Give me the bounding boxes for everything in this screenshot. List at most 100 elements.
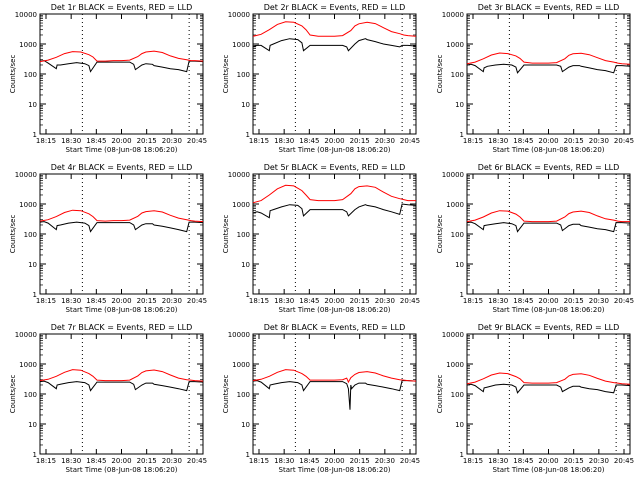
- x-axis-label: Start Time (08-Jun-08 18:06:20): [66, 146, 178, 154]
- series-line-lld: [466, 372, 631, 385]
- series-line-lld: [466, 52, 631, 65]
- y-tick-label: 10000: [228, 171, 250, 179]
- panel-title: Det 4r BLACK = Events, RED = LLD: [51, 163, 193, 172]
- x-axis-label: Start Time (08-Jun-08 18:06:20): [493, 146, 605, 154]
- x-tick-label: 18:30: [61, 297, 81, 305]
- panel-det-4: Det 4r BLACK = Events, RED = LLD 1 10 100 10…: [9, 163, 207, 314]
- x-tick-label: 20:45: [187, 457, 207, 465]
- x-tick-label: 20:30: [375, 137, 395, 145]
- x-axis-label: Start Time (08-Jun-08 18:06:20): [493, 466, 605, 474]
- y-axis-label: Counts/sec: [436, 375, 444, 414]
- x-tick-label: 18:15: [36, 297, 56, 305]
- y-tick-label: 1: [246, 291, 250, 299]
- y-tick-label: 10: [241, 421, 250, 429]
- x-tick-label: 20:30: [375, 457, 395, 465]
- y-axis-label: Counts/sec: [222, 375, 230, 414]
- x-tick-label: 18:30: [488, 137, 508, 145]
- x-tick-label: 20:00: [538, 297, 558, 305]
- series-line-lld: [252, 369, 417, 384]
- y-tick-label: 100: [451, 231, 464, 239]
- plot-frame: [252, 333, 417, 455]
- panel-det-5: Det 5r BLACK = Events, RED = LLD 1 10 100 10…: [222, 163, 420, 314]
- y-axis-label: Counts/sec: [222, 215, 230, 254]
- series-line-events: [39, 221, 204, 233]
- x-tick-label: 18:45: [299, 297, 319, 305]
- y-tick-label: 10: [28, 101, 37, 109]
- y-tick-label: 10: [455, 261, 464, 269]
- x-tick-label: 20:00: [538, 137, 558, 145]
- x-tick-label: 18:15: [463, 297, 483, 305]
- y-tick-label: 10: [241, 101, 250, 109]
- x-tick-label: 20:45: [187, 137, 207, 145]
- panel-det-7: Det 7r BLACK = Events, RED = LLD 1 10 100 10…: [9, 323, 207, 474]
- panel-title: Det 5r BLACK = Events, RED = LLD: [264, 163, 406, 172]
- series-line-lld: [466, 210, 630, 223]
- y-tick-label: 100: [237, 71, 250, 79]
- series-line-events: [252, 38, 417, 52]
- x-tick-label: 18:45: [299, 457, 319, 465]
- y-tick-label: 1000: [446, 201, 464, 209]
- x-tick-label: 20:30: [589, 297, 609, 305]
- x-tick-label: 20:45: [400, 137, 420, 145]
- y-axis-label: Counts/sec: [9, 375, 17, 414]
- plot-frame: [39, 13, 204, 135]
- x-tick-label: 20:45: [614, 297, 634, 305]
- y-tick-label: 10000: [15, 331, 37, 339]
- series-line-events: [39, 380, 204, 392]
- x-tick-label: 20:15: [137, 137, 157, 145]
- x-tick-label: 18:15: [249, 137, 269, 145]
- x-tick-label: 20:30: [589, 137, 609, 145]
- y-tick-label: 1000: [232, 361, 250, 369]
- series-line-events: [466, 221, 631, 233]
- y-axis-label: Counts/sec: [9, 215, 17, 254]
- y-tick-label: 10000: [15, 11, 37, 19]
- panel-title: Det 2r BLACK = Events, RED = LLD: [264, 3, 406, 12]
- x-tick-label: 18:30: [61, 457, 81, 465]
- x-tick-label: 18:15: [463, 457, 483, 465]
- series-line-events: [466, 63, 631, 74]
- y-tick-label: 100: [24, 71, 37, 79]
- x-axis-label: Start Time (08-Jun-08 18:06:20): [66, 306, 178, 314]
- y-tick-label: 1: [460, 451, 464, 459]
- x-tick-label: 18:15: [463, 137, 483, 145]
- x-tick-label: 20:45: [400, 297, 420, 305]
- y-tick-label: 10000: [228, 11, 250, 19]
- x-tick-label: 20:00: [324, 457, 344, 465]
- series-line-events: [466, 383, 631, 394]
- y-tick-label: 1000: [19, 41, 37, 49]
- x-tick-label: 20:30: [162, 297, 182, 305]
- x-tick-label: 18:45: [513, 457, 533, 465]
- panel-title: Det 8r BLACK = Events, RED = LLD: [264, 323, 406, 332]
- panel-det-1: Det 1r BLACK = Events, RED = LLD 1 10 100 10…: [9, 3, 207, 154]
- x-tick-label: 20:15: [564, 297, 584, 305]
- y-tick-label: 100: [451, 391, 464, 399]
- panel-title: Det 6r BLACK = Events, RED = LLD: [478, 163, 620, 172]
- series-line-lld: [39, 50, 204, 63]
- y-tick-label: 100: [451, 71, 464, 79]
- y-tick-label: 1: [33, 291, 37, 299]
- x-tick-label: 20:15: [137, 457, 157, 465]
- y-tick-label: 1: [460, 131, 464, 139]
- x-tick-label: 18:30: [488, 457, 508, 465]
- y-tick-label: 1: [246, 131, 250, 139]
- x-tick-label: 18:15: [36, 457, 56, 465]
- y-axis-label: Counts/sec: [9, 55, 17, 94]
- x-tick-label: 20:30: [375, 297, 395, 305]
- x-tick-label: 20:15: [350, 297, 370, 305]
- y-tick-label: 1000: [446, 41, 464, 49]
- y-tick-label: 10: [241, 261, 250, 269]
- x-tick-label: 18:15: [249, 457, 269, 465]
- panel-title: Det 3r BLACK = Events, RED = LLD: [478, 3, 620, 12]
- y-tick-label: 1: [246, 451, 250, 459]
- y-tick-label: 10000: [15, 171, 37, 179]
- panel-det-6: Det 6r BLACK = Events, RED = LLD 1 10 100 10…: [436, 163, 634, 314]
- x-tick-label: 20:45: [187, 297, 207, 305]
- x-tick-label: 20:15: [564, 457, 584, 465]
- x-tick-label: 20:15: [350, 457, 370, 465]
- x-tick-label: 18:45: [513, 137, 533, 145]
- y-tick-label: 100: [237, 231, 250, 239]
- series-line-lld: [39, 369, 204, 382]
- plot-frame: [466, 173, 631, 295]
- x-tick-label: 18:30: [61, 137, 81, 145]
